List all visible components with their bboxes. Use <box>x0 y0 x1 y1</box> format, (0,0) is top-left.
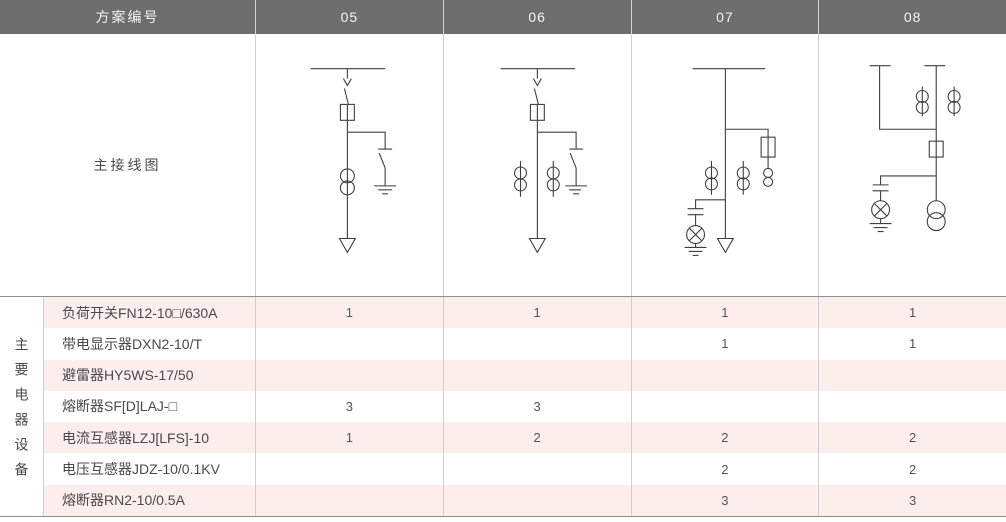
quantity-cell: 3 <box>818 484 1006 516</box>
quantity-cell: 2 <box>630 422 819 454</box>
equipment-name: 带电显示器DXN2-10/T <box>43 328 255 360</box>
table-header-row: 方案编号 05 06 07 08 <box>0 0 1006 34</box>
quantity-cell <box>818 390 1006 423</box>
cable-terminal-icon <box>715 237 734 254</box>
table-bottom-border <box>0 516 1006 517</box>
current-transformer-icon <box>916 86 930 117</box>
quantity-cell <box>630 390 819 423</box>
quantity-cell: 1 <box>818 328 1006 360</box>
equipment-name: 电压互感器JDZ-10/0.1KV <box>43 453 255 485</box>
header-scheme-label: 方案编号 <box>0 0 255 34</box>
load-switch-icon <box>342 68 352 105</box>
cable-terminal-icon <box>338 237 357 254</box>
quantity-cell <box>442 359 631 391</box>
diagram-cell-07 <box>630 34 819 296</box>
quantity-cell <box>255 453 443 485</box>
single-line-diagram-07 <box>684 68 776 256</box>
voltage-transformer-icon <box>926 200 946 232</box>
pt-fuse-branch <box>724 128 776 187</box>
equipment-name: 电流互感器LZJ[LFS]-10 <box>43 422 255 454</box>
diagram-row: 主接线图 <box>0 34 1006 296</box>
single-line-diagram-06 <box>500 68 587 254</box>
header-scheme-08: 08 <box>818 0 1006 34</box>
live-display-branch <box>684 199 725 256</box>
header-scheme-05: 05 <box>255 0 443 34</box>
quantity-cell: 2 <box>818 453 1006 485</box>
ground-icon <box>869 223 892 233</box>
quantity-cell: 1 <box>255 297 443 329</box>
quantity-cell: 1 <box>630 297 819 329</box>
load-switch-icon <box>532 68 542 105</box>
equipment-table: 主要电器设备 负荷开关FN12-10□/630A 1 1 1 1 带电显示器DX… <box>0 296 1006 516</box>
quantity-cell: 2 <box>630 453 819 485</box>
equipment-group-label: 主要电器设备 <box>0 297 43 516</box>
earthing-switch-icon <box>347 131 397 195</box>
quantity-cell <box>442 453 631 485</box>
current-transformer-icon <box>704 161 718 195</box>
quantity-cell <box>630 359 819 391</box>
fuse-icon <box>928 140 944 158</box>
diagram-cell-06 <box>442 34 631 296</box>
quantity-cell: 1 <box>818 297 1006 329</box>
current-transformer-icon <box>513 161 527 197</box>
current-transformer-icon <box>736 161 750 195</box>
quantity-cell <box>255 484 443 516</box>
quantity-cell <box>442 484 631 516</box>
quantity-cell: 3 <box>255 390 443 423</box>
fuse-icon <box>760 136 776 158</box>
cable-terminal-icon <box>528 237 547 254</box>
live-display-branch <box>869 175 937 233</box>
fuse-icon <box>529 103 545 121</box>
header-scheme-06: 06 <box>442 0 631 34</box>
single-line-diagram-08 <box>869 65 961 233</box>
lamp-icon <box>685 225 705 245</box>
quantity-cell: 2 <box>442 422 631 454</box>
quantity-cell <box>255 328 443 360</box>
current-transformer-icon <box>947 86 961 117</box>
quantity-cell <box>818 359 1006 391</box>
quantity-cell: 1 <box>255 422 443 454</box>
quantity-cell: 1 <box>442 297 631 329</box>
quantity-cell: 3 <box>442 390 631 423</box>
quantity-cell <box>255 359 443 391</box>
header-scheme-07: 07 <box>630 0 819 34</box>
current-transformer-icon <box>339 168 355 196</box>
diagram-cell-05 <box>255 34 443 296</box>
diagram-row-label: 主接线图 <box>93 157 162 173</box>
equipment-name: 负荷开关FN12-10□/630A <box>43 297 255 329</box>
ground-icon <box>684 246 707 256</box>
earthing-switch-icon <box>537 131 587 195</box>
quantity-cell <box>442 328 631 360</box>
fuse-icon <box>339 103 355 121</box>
equipment-name: 熔断器RN2-10/0.5A <box>43 484 255 516</box>
current-transformer-icon <box>546 161 560 197</box>
quantity-cell: 3 <box>630 484 819 516</box>
quantity-cell: 2 <box>818 422 1006 454</box>
diagram-cell-08 <box>818 34 1006 296</box>
equipment-name: 避雷器HY5WS-17/50 <box>43 359 255 391</box>
lamp-icon <box>871 200 891 220</box>
quantity-cell: 1 <box>630 328 819 360</box>
single-line-diagram-05 <box>310 68 397 254</box>
equipment-name: 熔断器SF[D]LAJ-□ <box>43 390 255 423</box>
